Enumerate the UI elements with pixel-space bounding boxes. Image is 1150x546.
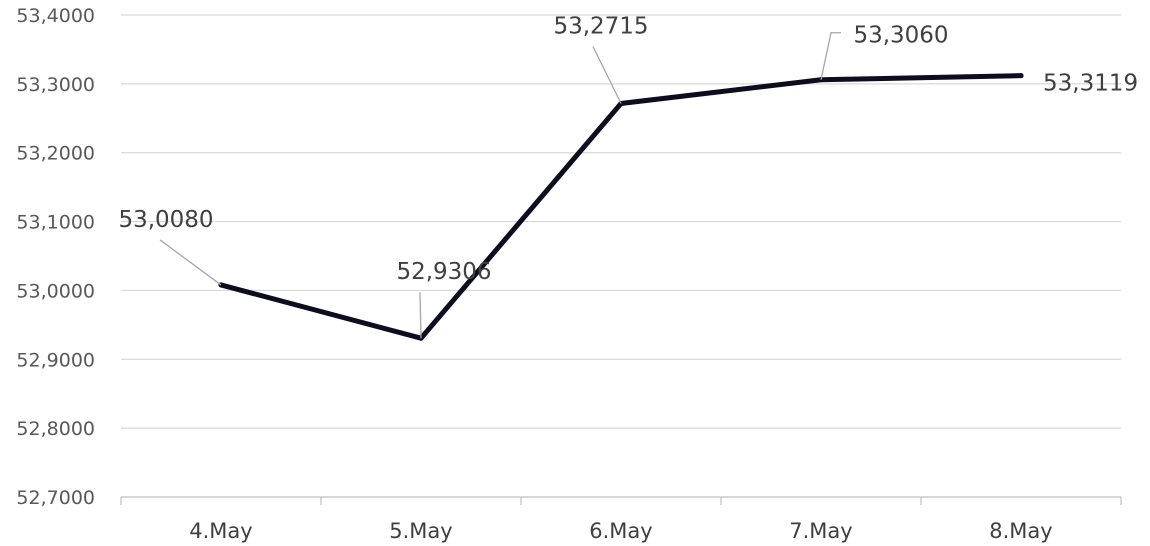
data-label-leader [159, 239, 222, 286]
series-line-group [218, 73, 1024, 341]
y-axis-tick-labels: 52,7000 52,8000 52,9000 53,0000 53,1000 53,20… [16, 5, 95, 509]
y-tick-label: 53,4000 [16, 5, 95, 27]
y-tick-label: 52,7000 [16, 487, 95, 509]
x-axis-tick-labels: 4.May 5.May 6.May 7.May 8.May [189, 519, 1052, 543]
data-label: 52,9306 [396, 259, 491, 285]
y-tick-label: 53,0000 [16, 280, 95, 302]
x-tick-label: 6.May [589, 519, 652, 543]
y-tick-label: 52,8000 [16, 418, 95, 440]
data-label-leader [592, 46, 622, 104]
data-label-leader [419, 292, 422, 339]
data-labels: 53,0080 52,9306 53,2715 53,3060 53,3119 [118, 13, 1138, 339]
data-label: 53,3119 [1043, 71, 1138, 97]
data-label: 53,3060 [853, 23, 948, 49]
data-label-leader [820, 32, 841, 80]
y-tick-label: 52,9000 [16, 349, 95, 371]
x-tick-label: 8.May [989, 519, 1052, 543]
gridlines [121, 14, 1121, 429]
y-tick-label: 53,2000 [16, 143, 95, 165]
y-tick-label: 53,1000 [16, 212, 95, 234]
y-tick-label: 53,3000 [16, 74, 95, 96]
x-tick-label: 4.May [189, 519, 252, 543]
axes [120, 496, 1122, 505]
data-label: 53,2715 [553, 13, 648, 39]
x-tick-label: 7.May [789, 519, 852, 543]
series-line [218, 73, 1024, 341]
x-tick-label: 5.May [389, 519, 452, 543]
data-label: 53,0080 [118, 207, 213, 233]
data-point [1018, 73, 1024, 79]
